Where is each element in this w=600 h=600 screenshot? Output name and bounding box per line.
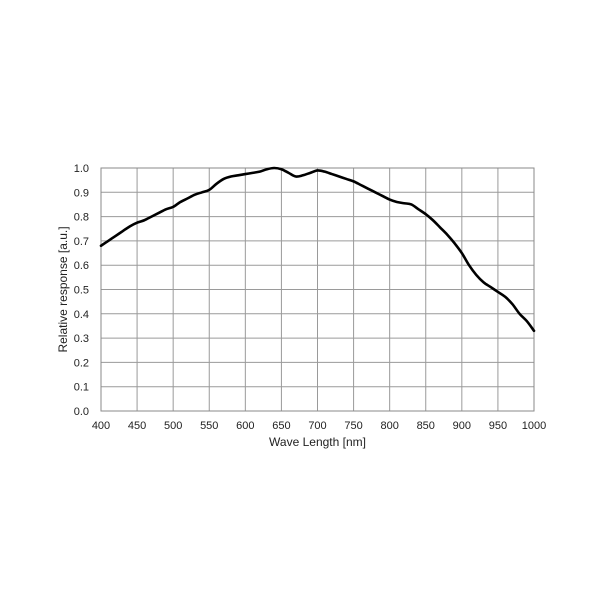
y-axis-title: Relative response [a.u.] [56, 226, 70, 352]
x-tick-label: 450 [128, 420, 146, 432]
response-curve [99, 166, 536, 333]
series [99, 166, 536, 333]
x-tick-label: 1000 [522, 420, 546, 432]
y-tick-labels: 0.0 0.1 0.2 0.3 0.4 0.5 0.6 0.7 0.8 0.9 1.0 [74, 163, 89, 418]
plot-frame [100, 167, 535, 412]
y-tick-label: 0.0 [74, 406, 89, 418]
x-tick-label: 550 [200, 420, 218, 432]
x-tick-label: 750 [344, 420, 362, 432]
x-tick-labels: 400 450 500 550 600 650 700 750 800 850 900 950 1000 [92, 420, 546, 432]
y-tick-label: 0.8 [74, 212, 89, 224]
x-tick-label: 600 [236, 420, 254, 432]
x-tick-label: 700 [308, 420, 326, 432]
x-tick-label: 500 [164, 420, 182, 432]
y-tick-label: 0.1 [74, 382, 89, 394]
y-tick-label: 0.7 [74, 236, 89, 248]
x-tick-label: 800 [380, 420, 398, 432]
x-tick-label: 900 [453, 420, 471, 432]
x-tick-label: 650 [272, 420, 290, 432]
y-tick-label: 0.6 [74, 260, 89, 272]
y-tick-label: 0.9 [74, 187, 89, 199]
y-tick-label: 0.2 [74, 357, 89, 369]
x-tick-label: 400 [92, 420, 110, 432]
y-tick-label: 0.3 [74, 333, 89, 345]
x-tick-label: 850 [417, 420, 435, 432]
y-tick-label: 0.4 [74, 309, 89, 321]
grid [100, 167, 535, 412]
x-tick-label: 950 [489, 420, 507, 432]
y-tick-label: 1.0 [74, 163, 89, 175]
y-tick-label: 0.5 [74, 285, 89, 297]
x-axis-title: Wave Length [nm] [269, 435, 366, 449]
